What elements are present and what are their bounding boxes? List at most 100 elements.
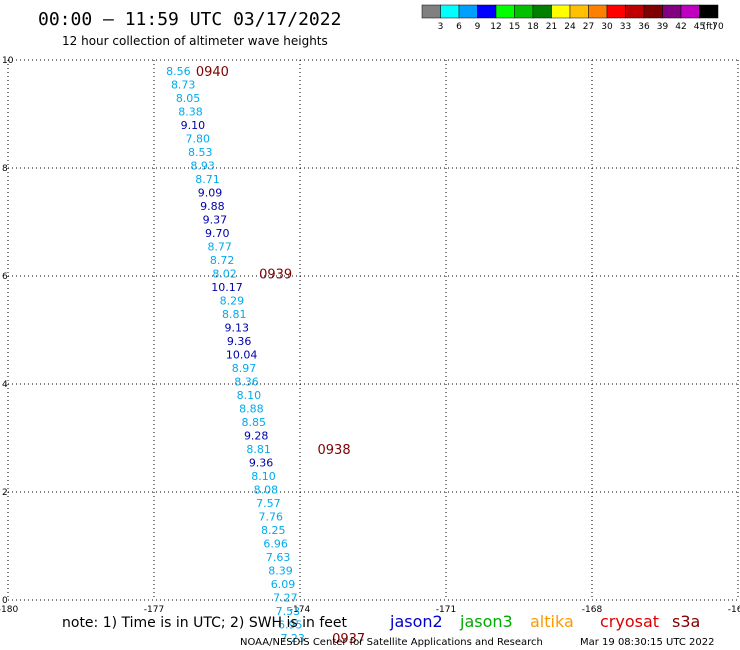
footer-timestamp: Mar 19 08:30:15 UTC 2022 — [580, 637, 715, 648]
legend-swatch — [680, 4, 700, 19]
satellite-legend-item: jason3 — [459, 612, 513, 631]
wave-height-label: 8.39 — [268, 564, 293, 577]
legend-tick-label: 3 — [438, 22, 444, 32]
wave-height-label: 8.38 — [178, 105, 203, 118]
legend-swatch — [458, 4, 478, 19]
wave-height-label: 8.81 — [222, 308, 247, 321]
legend-tick-label: 42 — [675, 22, 686, 32]
wave-height-label: 8.10 — [251, 470, 276, 483]
legend-tick-label: 9 — [475, 22, 481, 32]
legend-tick-label: 12 — [490, 22, 501, 32]
wave-height-label: 10.04 — [226, 348, 258, 361]
x-tick-label: -171 — [436, 605, 456, 615]
legend-swatch — [606, 4, 626, 19]
x-tick-label: -168 — [582, 605, 603, 615]
wave-height-label: 8.10 — [237, 389, 262, 402]
wave-height-label: 8.97 — [232, 362, 257, 375]
wave-height-label: 8.05 — [176, 92, 201, 105]
wave-height-label: 8.88 — [239, 402, 264, 415]
wave-height-label: 8.29 — [220, 294, 245, 307]
wave-height-label: 8.25 — [261, 524, 286, 537]
wave-height-label: 8.08 — [254, 483, 279, 496]
legend-swatch — [625, 4, 645, 19]
wave-height-label: 8.77 — [207, 240, 232, 253]
wave-height-label: 8.02 — [212, 267, 237, 280]
wave-height-label: 8.53 — [188, 146, 213, 159]
time-annotation: 0937 — [332, 632, 365, 647]
y-tick-label: 4 — [2, 380, 8, 390]
satellite-legend-item: jason2 — [389, 612, 443, 631]
chart-subtitle: 12 hour collection of altimeter wave hei… — [62, 34, 328, 48]
wave-height-label: 9.09 — [198, 186, 223, 199]
wave-height-label: 9.70 — [205, 227, 230, 240]
wave-height-label: 7.57 — [256, 497, 281, 510]
wave-height-label: 6.95 — [278, 618, 303, 631]
legend-swatch — [551, 4, 571, 19]
wave-height-label: 9.36 — [249, 456, 274, 469]
wave-height-label: 10.17 — [211, 281, 243, 294]
x-tick-label: -165 — [728, 605, 740, 615]
plot-area: -180-177-174-171-168-16502468108.568.738… — [0, 56, 740, 647]
legend-swatch — [643, 4, 663, 19]
wave-height-label: 8.72 — [210, 254, 235, 267]
legend-tick-label: 18 — [527, 22, 539, 32]
wave-height-label: 8.73 — [171, 78, 196, 91]
legend-tick-label: 24 — [564, 22, 576, 32]
footer: note: 1) Time is in UTC; 2) SWH is in fe… — [62, 612, 715, 648]
wave-height-label: 8.81 — [246, 443, 271, 456]
satellite-legend: jason2 jason3 altika cryosat s3a — [389, 612, 700, 631]
color-legend: 3 6 9 12 15 18 21 24 27 30 33 36 39 42 45 70(ft) — [421, 4, 724, 32]
wave-height-label: 9.13 — [224, 321, 249, 334]
legend-tick-label: 39 — [657, 22, 669, 32]
wave-height-label: 7.23 — [280, 632, 305, 645]
wave-height-label: 7.53 — [276, 605, 301, 618]
x-tick-label: -177 — [144, 605, 164, 615]
legend-unit: (ft) — [702, 22, 716, 32]
wave-height-label: 8.85 — [242, 416, 267, 429]
wave-height-label: 6.09 — [271, 578, 296, 591]
time-annotation: 0940 — [196, 65, 229, 80]
legend-swatch — [569, 4, 589, 19]
footer-note: note: 1) Time is in UTC; 2) SWH is in fe… — [62, 615, 348, 631]
legend-swatch — [495, 4, 515, 19]
y-tick-label: 8 — [2, 164, 8, 174]
legend-swatch — [477, 4, 497, 19]
wave-height-label: 8.71 — [195, 173, 220, 186]
y-tick-label: 6 — [2, 272, 8, 282]
legend-swatch — [588, 4, 608, 19]
legend-swatch — [440, 4, 460, 19]
wave-height-label: 8.93 — [190, 159, 215, 172]
legend-swatch — [514, 4, 534, 19]
wave-height-label: 9.10 — [181, 119, 206, 132]
wave-height-label: 7.63 — [266, 551, 291, 564]
wave-height-label: 8.36 — [234, 375, 259, 388]
satellite-legend-item: altika — [530, 612, 574, 631]
legend-tick-label: 33 — [620, 22, 631, 32]
wave-height-label: 9.36 — [227, 335, 252, 348]
legend-tick-label: 30 — [601, 22, 613, 32]
legend-swatch — [421, 4, 441, 19]
x-tick-label: -174 — [290, 605, 311, 615]
legend-swatch — [662, 4, 682, 19]
wave-height-label: 7.80 — [186, 132, 211, 145]
wave-height-label: 9.88 — [200, 200, 225, 213]
legend-swatch — [532, 4, 552, 19]
chart-title: 00:00 – 11:59 UTC 03/17/2022 — [38, 9, 341, 30]
legend-tick-label: 70 — [712, 22, 724, 32]
x-tick-label: -180 — [0, 605, 18, 615]
footer-credit: NOAA/NESDIS Center for Satellite Applica… — [240, 637, 543, 648]
legend-tick-label: 6 — [456, 22, 462, 32]
legend-tick-label: 27 — [583, 22, 594, 32]
satellite-legend-item: s3a — [672, 612, 700, 631]
y-tick-label: 10 — [2, 56, 14, 66]
time-annotation: 0939 — [259, 267, 292, 282]
wave-height-label: 7.76 — [259, 510, 284, 523]
legend-tick-label: 36 — [638, 22, 650, 32]
legend-tick-label: 21 — [546, 22, 557, 32]
satellite-legend-item: cryosat — [600, 612, 659, 631]
wave-height-label: 8.56 — [166, 65, 191, 78]
wave-height-label: 6.96 — [263, 537, 288, 550]
y-tick-label: 2 — [2, 488, 8, 498]
legend-swatch — [699, 4, 719, 19]
